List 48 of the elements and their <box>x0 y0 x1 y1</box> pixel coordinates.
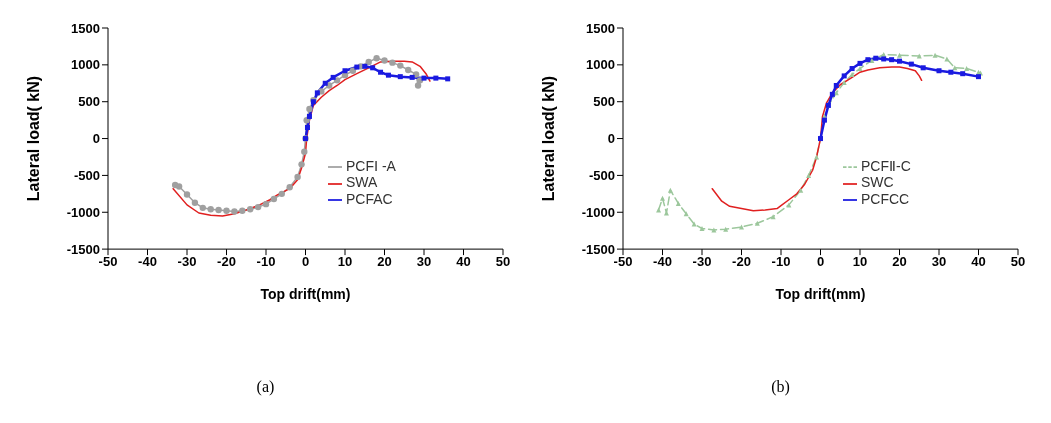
x-tick-label: 20 <box>377 254 392 270</box>
y-tick-label: 1500 <box>71 20 100 36</box>
y-tick-label: -1500 <box>66 241 100 257</box>
x-tick-label: 30 <box>416 254 432 270</box>
y-axis-title: Lateral load( kN) <box>24 75 42 202</box>
legend-label: PCFⅠ -A <box>346 158 396 174</box>
x-tick-label: -10 <box>771 254 791 270</box>
text: (b) <box>770 378 791 396</box>
x-axis-title: Top drift(mm) <box>775 286 866 303</box>
legend-label: PCFCC <box>861 190 910 207</box>
y-tick-label: 1500 <box>586 20 615 36</box>
y-axis-title: Lateral load( kN) <box>539 75 557 202</box>
legend-label: SWA <box>346 174 378 191</box>
x-tick-label: 30 <box>931 254 947 270</box>
x-tick-label: -10 <box>256 254 276 270</box>
x-tick-label: -50 <box>613 254 633 270</box>
x-tick-label: 20 <box>892 254 907 270</box>
text: (a) <box>255 378 276 396</box>
legend-label: PCFⅡ-C <box>861 158 911 174</box>
y-tick-label: 0 <box>607 131 615 147</box>
x-tick-label: -30 <box>692 254 712 270</box>
x-tick-label: -20 <box>732 254 751 270</box>
y-tick-label: -500 <box>588 168 615 184</box>
x-tick-label: -30 <box>177 254 197 270</box>
y-tick-label: -1000 <box>581 204 615 220</box>
y-tick-label: -500 <box>73 168 100 184</box>
x-tick-label: 0 <box>301 254 310 270</box>
x-tick-label: 0 <box>816 254 825 270</box>
x-tick-label: 10 <box>852 254 868 270</box>
y-tick-label: 1000 <box>71 57 100 73</box>
x-axis-title: Top drift(mm) <box>260 286 351 303</box>
y-tick-label: -1500 <box>581 241 615 257</box>
x-tick-label: 40 <box>971 254 986 270</box>
y-tick-label: 1000 <box>586 57 615 73</box>
y-tick-label: 0 <box>92 131 100 147</box>
x-tick-label: -40 <box>653 254 672 270</box>
x-tick-label: 40 <box>456 254 471 270</box>
x-tick-label: 10 <box>337 254 353 270</box>
x-tick-label: -20 <box>217 254 236 270</box>
x-tick-label: 50 <box>1010 254 1026 270</box>
legend-label: SWC <box>861 174 894 191</box>
y-tick-label: 500 <box>593 94 615 110</box>
x-tick-label: 50 <box>495 254 511 270</box>
x-tick-label: -50 <box>98 254 118 270</box>
x-tick-label: -40 <box>138 254 157 270</box>
legend-label: PCFAC <box>346 190 393 207</box>
y-tick-label: -1000 <box>66 204 100 220</box>
y-tick-label: 500 <box>78 94 100 110</box>
